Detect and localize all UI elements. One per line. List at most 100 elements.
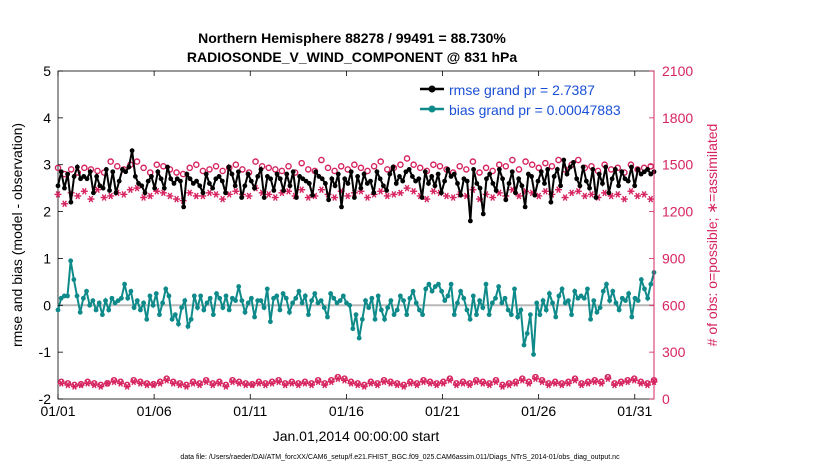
rmse-point xyxy=(271,188,277,193)
obs-possible-point xyxy=(67,166,75,173)
rmse-point xyxy=(574,176,580,182)
obs-assimilated-point xyxy=(54,191,62,198)
bias-point xyxy=(461,295,467,301)
obs-possible-point xyxy=(344,166,352,173)
obs-assimilated-point xyxy=(235,379,243,387)
obs-assimilated-point xyxy=(581,192,589,200)
bias-point xyxy=(588,316,593,322)
obs-assimilated-point xyxy=(232,187,240,195)
obs-assimilated-stroke xyxy=(450,194,456,201)
rmse-point xyxy=(397,174,402,179)
rmse-point xyxy=(310,192,315,198)
bias-point xyxy=(93,307,99,313)
obs-assimilated-point xyxy=(192,192,200,200)
obs-assimilated-stroke xyxy=(105,379,110,387)
x-tick-label: 01/11 xyxy=(233,403,267,419)
obs-assimilated-point xyxy=(133,184,141,192)
rmse-point xyxy=(139,183,145,189)
obs-assimilated-stroke xyxy=(207,189,212,197)
bias-point xyxy=(448,281,454,287)
obs-assimilated-stroke xyxy=(431,187,436,195)
obs-assimilated-stroke xyxy=(559,381,565,389)
obs-assimilated-stroke xyxy=(355,381,361,389)
obs-possible-point xyxy=(535,164,543,172)
bias-point xyxy=(80,295,86,301)
obs-assimilated-stroke xyxy=(566,379,571,387)
obs-assimilated-stroke xyxy=(407,379,413,387)
bias-point xyxy=(214,291,219,296)
bias-point xyxy=(312,291,318,296)
obs-possible-point xyxy=(199,167,207,175)
bias-point xyxy=(226,307,232,313)
obs-possible-point xyxy=(272,166,279,173)
obs-assimilated-stroke xyxy=(85,379,90,387)
obs-assimilated-stroke xyxy=(101,194,107,201)
obs-assimilated-stroke xyxy=(108,192,114,200)
rmse-point xyxy=(158,176,164,182)
rmse-point xyxy=(91,190,96,196)
obs-possible-point xyxy=(219,167,226,175)
obs-assimilated-stroke xyxy=(447,376,453,384)
y-left-tick-label: 2 xyxy=(43,204,51,220)
rmse-point xyxy=(442,178,447,184)
rmse-point xyxy=(458,192,464,198)
rmse-point xyxy=(110,169,116,175)
obs-assimilated-point xyxy=(327,378,335,386)
bias-point xyxy=(77,309,83,315)
obs-assimilated-stroke xyxy=(348,379,354,387)
obs-assimilated-stroke xyxy=(533,375,538,383)
bias-point xyxy=(543,307,549,313)
obs-assimilated-stroke xyxy=(460,379,466,387)
obs-possible-point xyxy=(140,164,147,172)
obs-assimilated-point xyxy=(643,381,651,389)
obs-assimilated-point xyxy=(545,381,553,389)
bias-point xyxy=(182,298,188,303)
obs-assimilated-stroke xyxy=(249,381,255,389)
obs-assimilated-stroke xyxy=(141,194,146,201)
rmse-point xyxy=(181,204,187,210)
obs-assimilated-point xyxy=(156,379,164,387)
bias-point xyxy=(198,293,204,299)
x-tick-label: 01/26 xyxy=(521,403,556,419)
rmse-point xyxy=(210,185,216,191)
bias-point xyxy=(239,298,245,303)
obs-assimilated-point xyxy=(57,379,65,387)
bias-point xyxy=(169,316,175,322)
obs-assimilated-stroke xyxy=(598,379,604,387)
obs-possible-point xyxy=(476,169,483,176)
bias-point xyxy=(645,295,651,301)
bias-point xyxy=(280,291,286,296)
rmse-point xyxy=(71,174,77,179)
rmse-point xyxy=(493,188,499,193)
rmse-point xyxy=(522,204,528,210)
obs-assimilated-stroke xyxy=(618,379,624,387)
obs-possible-point xyxy=(113,162,121,170)
bias-point xyxy=(474,312,479,318)
obs-possible-point xyxy=(186,164,194,172)
rmse-point xyxy=(355,174,361,179)
data-file-footer: data file: /Users/raeder/DAI/ATM_forcXX/… xyxy=(180,454,620,461)
rmse-point xyxy=(216,174,222,179)
obs-assimilated-point xyxy=(146,192,154,200)
rmse-point xyxy=(593,195,599,200)
obs-assimilated-point xyxy=(561,194,569,201)
rmse-point xyxy=(187,176,193,182)
bias-point xyxy=(572,288,578,294)
bias-point xyxy=(635,298,641,303)
obs-assimilated-point xyxy=(446,376,454,384)
obs-assimilated-stroke xyxy=(312,192,318,200)
obs-assimilated-stroke xyxy=(490,194,496,201)
rmse-point xyxy=(58,169,64,175)
obs-assimilated-point xyxy=(242,381,250,389)
obs-assimilated-point xyxy=(525,379,533,387)
obs-assimilated-stroke xyxy=(167,192,173,200)
rmse-point xyxy=(348,169,354,175)
obs-assimilated-stroke xyxy=(628,187,634,195)
rmse-point xyxy=(387,171,393,177)
bias-point xyxy=(71,277,77,282)
obs-assimilated-point xyxy=(169,379,177,387)
obs-assimilated-stroke xyxy=(542,187,548,195)
obs-assimilated-stroke xyxy=(289,379,295,387)
rmse-point xyxy=(625,178,631,184)
